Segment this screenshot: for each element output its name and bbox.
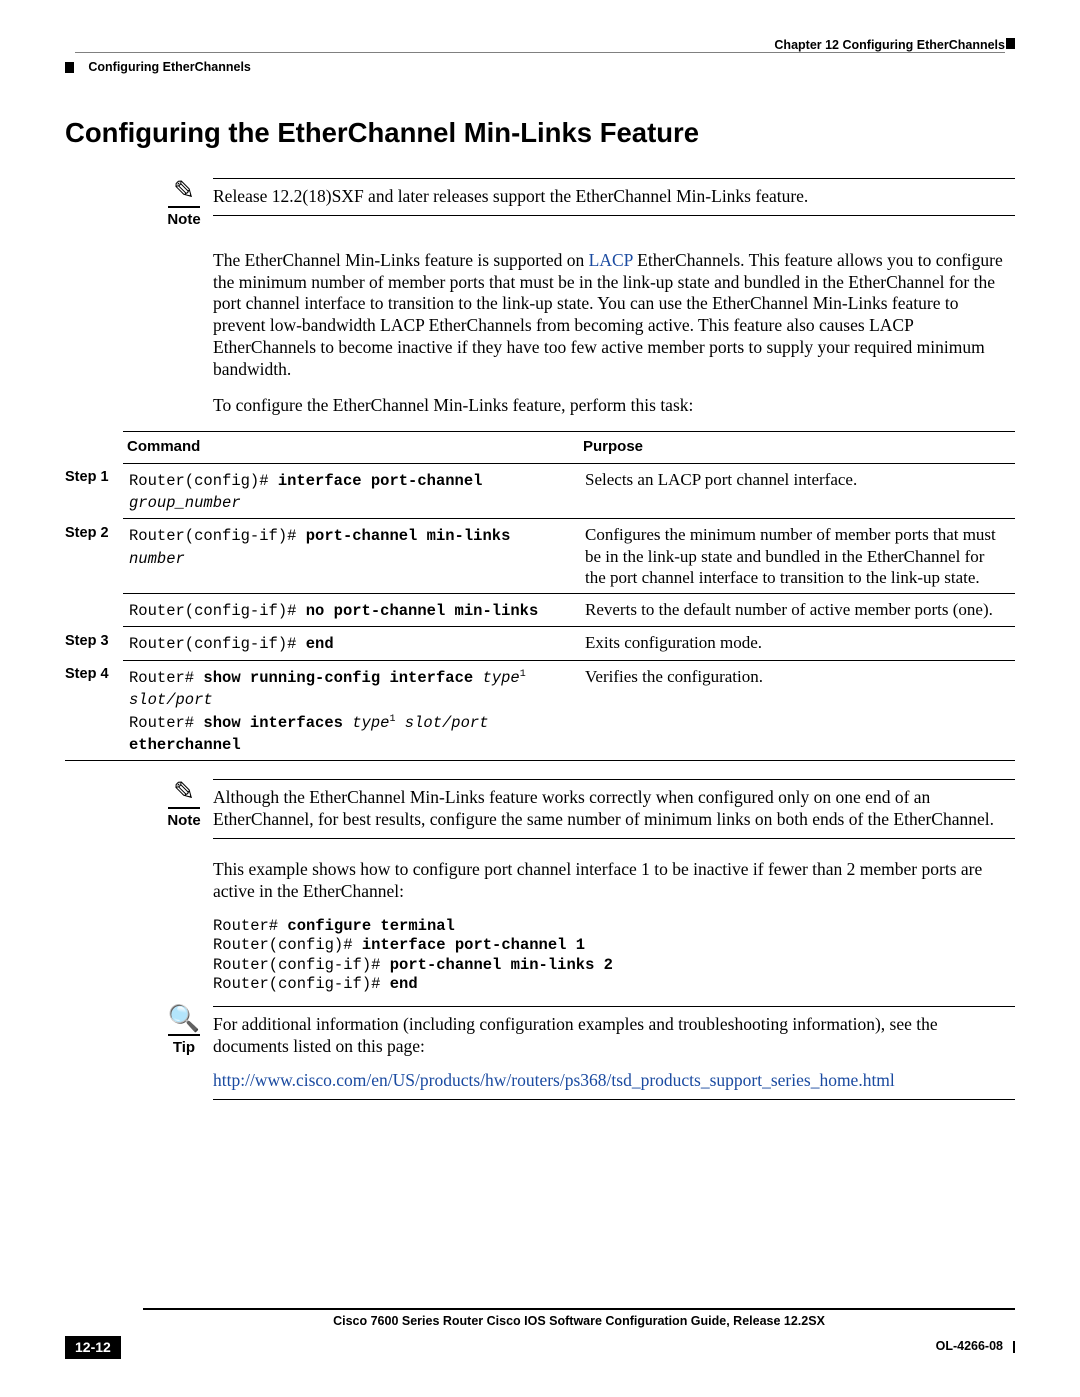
para1-pre: The EtherChannel Min-Links feature is su… [213,250,589,270]
tip-text: For additional information (including co… [213,1014,1015,1058]
tip-body: For additional information (including co… [213,1006,1015,1100]
purpose-cell: Exits configuration mode. [579,627,1015,660]
crumb-marker [65,62,74,73]
section-crumb: Configuring EtherChannels [65,56,251,78]
command-table: Command Purpose Step 1Router(config)# in… [65,431,1015,762]
note-callout-2: ✎ Note Although the EtherChannel Min-Lin… [155,779,1015,839]
table-row: Router(config-if)# no port-channel min-l… [65,594,1015,627]
table-header-row: Command Purpose [65,431,1015,463]
step-cell: Step 4 [65,660,123,761]
note-label: Note [155,812,213,831]
footer-bottom: 12-12 OL-4266-08 [65,1336,1015,1360]
footer-end-marker [1013,1341,1015,1353]
tip-icon-col: 🔎 Tip [155,1006,213,1057]
purpose-cell: Selects an LACP port channel interface. [579,463,1015,519]
icon-rule [168,1034,200,1036]
purpose-cell: Configures the minimum number of member … [579,519,1015,594]
note-label: Note [155,211,213,230]
page-number-badge: 12-12 [65,1336,121,1360]
purpose-header: Purpose [579,431,1015,463]
step-cell: Step 1 [65,463,123,519]
command-header: Command [123,431,579,463]
purpose-cell: Reverts to the default number of active … [579,594,1015,627]
table-row: Step 4Router# show running-config interf… [65,660,1015,761]
running-header: Chapter 12 Configuring EtherChannels Con… [65,38,1015,66]
command-cell: Router(config-if)# no port-channel min-l… [123,594,579,627]
step-cell: Step 3 [65,627,123,660]
paragraph-3: This example shows how to configure port… [213,859,1015,903]
note-icon-col: ✎ Note [155,779,213,830]
magnifier-icon: 🔎 [155,1006,213,1032]
step-cell [65,594,123,627]
header-rule [75,52,1005,53]
pencil-icon: ✎ [155,779,213,805]
tip-label: Tip [155,1039,213,1058]
table-row: Step 2Router(config-if)# port-channel mi… [65,519,1015,594]
doc-id: OL-4266-08 [936,1339,1003,1355]
cisco-link[interactable]: http://www.cisco.com/en/US/products/hw/r… [213,1070,895,1090]
purpose-cell: Verifies the configuration. [579,660,1015,761]
footer-guide-title: Cisco 7600 Series Router Cisco IOS Softw… [143,1314,1015,1330]
page-footer: Cisco 7600 Series Router Cisco IOS Softw… [65,1308,1015,1359]
footer-rule [143,1308,1015,1310]
paragraph-2: To configure the EtherChannel Min-Links … [213,395,1015,417]
paragraph-1: The EtherChannel Min-Links feature is su… [213,250,1015,381]
note-callout-1: ✎ Note Release 12.2(18)SXF and later rel… [155,178,1015,229]
command-cell: Router(config-if)# port-channel min-link… [123,519,579,594]
icon-rule [168,206,200,208]
page-title: Configuring the EtherChannel Min-Links F… [65,116,1015,150]
tip-callout: 🔎 Tip For additional information (includ… [155,1006,1015,1100]
note-body: Release 12.2(18)SXF and later releases s… [213,178,1015,216]
step-header [65,431,123,463]
header-marker [1006,38,1015,49]
command-cell: Router(config-if)# end [123,627,579,660]
step-cell: Step 2 [65,519,123,594]
note-icon-col: ✎ Note [155,178,213,229]
lacp-link[interactable]: LACP [589,250,633,270]
icon-rule [168,807,200,809]
table-row: Step 3Router(config-if)# endExits config… [65,627,1015,660]
table-row: Step 1Router(config)# interface port-cha… [65,463,1015,519]
note-body: Although the EtherChannel Min-Links feat… [213,779,1015,839]
doc-page: Chapter 12 Configuring EtherChannels Con… [0,0,1080,1397]
content: Configuring the EtherChannel Min-Links F… [65,116,1015,1100]
command-cell: Router(config)# interface port-channel g… [123,463,579,519]
pencil-icon: ✎ [155,178,213,204]
command-cell: Router# show running-config interface ty… [123,660,579,761]
code-example: Router# configure terminal Router(config… [213,917,1015,995]
crumb-text: Configuring EtherChannels [88,60,251,74]
